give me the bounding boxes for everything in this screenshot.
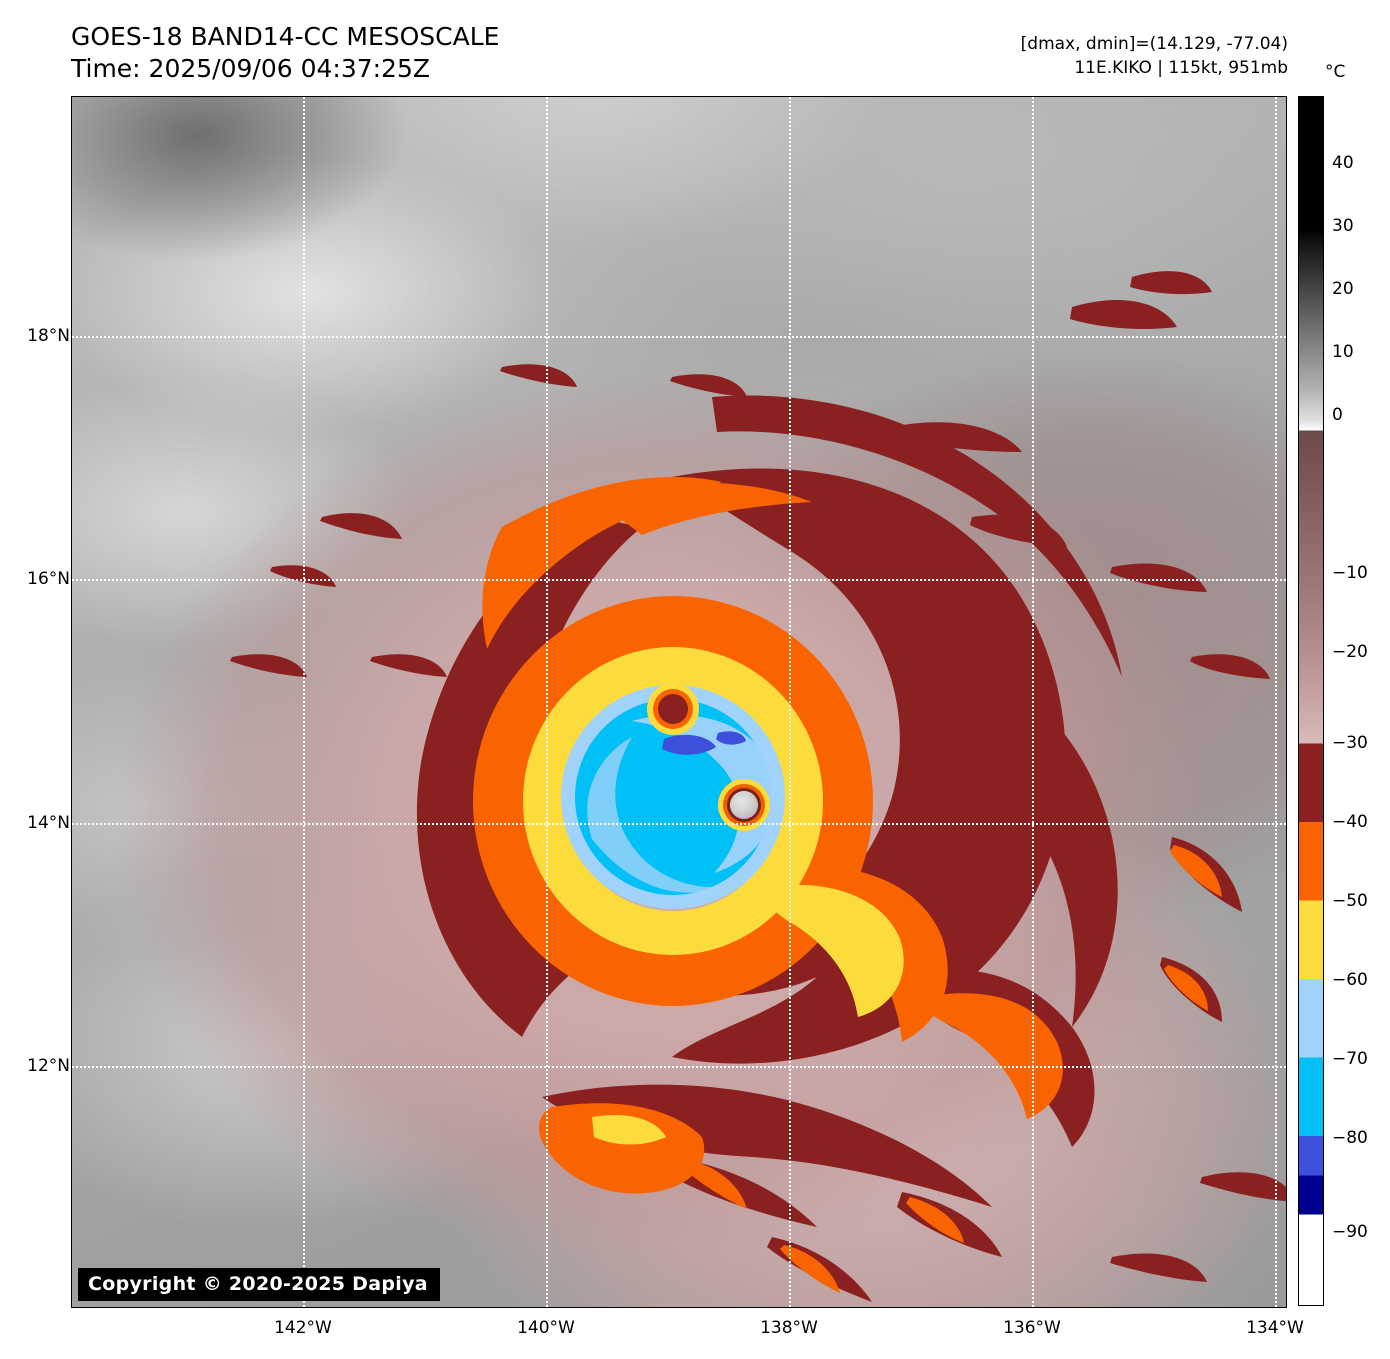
- storm-eye: [730, 791, 758, 819]
- colorbar-gradient: [1299, 97, 1323, 1305]
- y-axis-label-16N: 16°N: [27, 569, 70, 589]
- x-axis-label-138W: 138°W: [760, 1318, 818, 1338]
- y-axis-label-18N: 18°N: [27, 326, 70, 346]
- x-axis-label-140W: 140°W: [517, 1318, 575, 1338]
- timestamp-label: Time: 2025/09/06 04:37:25Z: [71, 54, 430, 83]
- colorbar-tick-neg30: −30: [1332, 733, 1368, 753]
- colorbar-tick-neg80: −80: [1332, 1128, 1368, 1148]
- colorbar-tick-neg20: −20: [1332, 642, 1368, 662]
- x-axis-label-136W: 136°W: [1003, 1318, 1061, 1338]
- satellite-image-plot: Copyright © 2020-2025 Dapiya: [71, 96, 1287, 1308]
- storm-info-label: 11E.KIKO | 115kt, 951mb: [1074, 58, 1288, 78]
- colorbar-tick-20: 20: [1332, 279, 1354, 299]
- colorbar-tick-10: 10: [1332, 342, 1354, 362]
- orange-convection-layer: [72, 97, 1286, 1307]
- colorbar: [1298, 96, 1324, 1306]
- data-range-label: [dmax, dmin]=(14.129, -77.04): [1020, 34, 1288, 54]
- colorbar-tick-neg50: −50: [1332, 891, 1368, 911]
- colorbar-tick-40: 40: [1332, 153, 1354, 173]
- copyright-notice: Copyright © 2020-2025 Dapiya: [78, 1268, 440, 1301]
- convection-shapes: [473, 477, 1222, 1293]
- colorbar-tick-neg60: −60: [1332, 970, 1368, 990]
- x-axis-label-142W: 142°W: [274, 1318, 332, 1338]
- colorbar-tick-neg10: −10: [1332, 563, 1368, 583]
- colorbar-tick-neg70: −70: [1332, 1049, 1368, 1069]
- page-title: GOES-18 BAND14-CC MESOSCALE: [71, 22, 500, 51]
- colorbar-tick-30: 30: [1332, 216, 1354, 236]
- colorbar-unit-label: °C: [1325, 62, 1346, 82]
- colorbar-tick-0: 0: [1332, 405, 1343, 425]
- y-axis-label-12N: 12°N: [27, 1056, 70, 1076]
- colorbar-tick-neg90: −90: [1332, 1222, 1368, 1242]
- x-axis-label-134W: 134°W: [1246, 1318, 1304, 1338]
- y-axis-label-14N: 14°N: [27, 813, 70, 833]
- central-dense-overcast: [561, 683, 785, 909]
- plot-inner: Copyright © 2020-2025 Dapiya: [72, 97, 1286, 1307]
- colorbar-tick-neg40: −40: [1332, 812, 1368, 832]
